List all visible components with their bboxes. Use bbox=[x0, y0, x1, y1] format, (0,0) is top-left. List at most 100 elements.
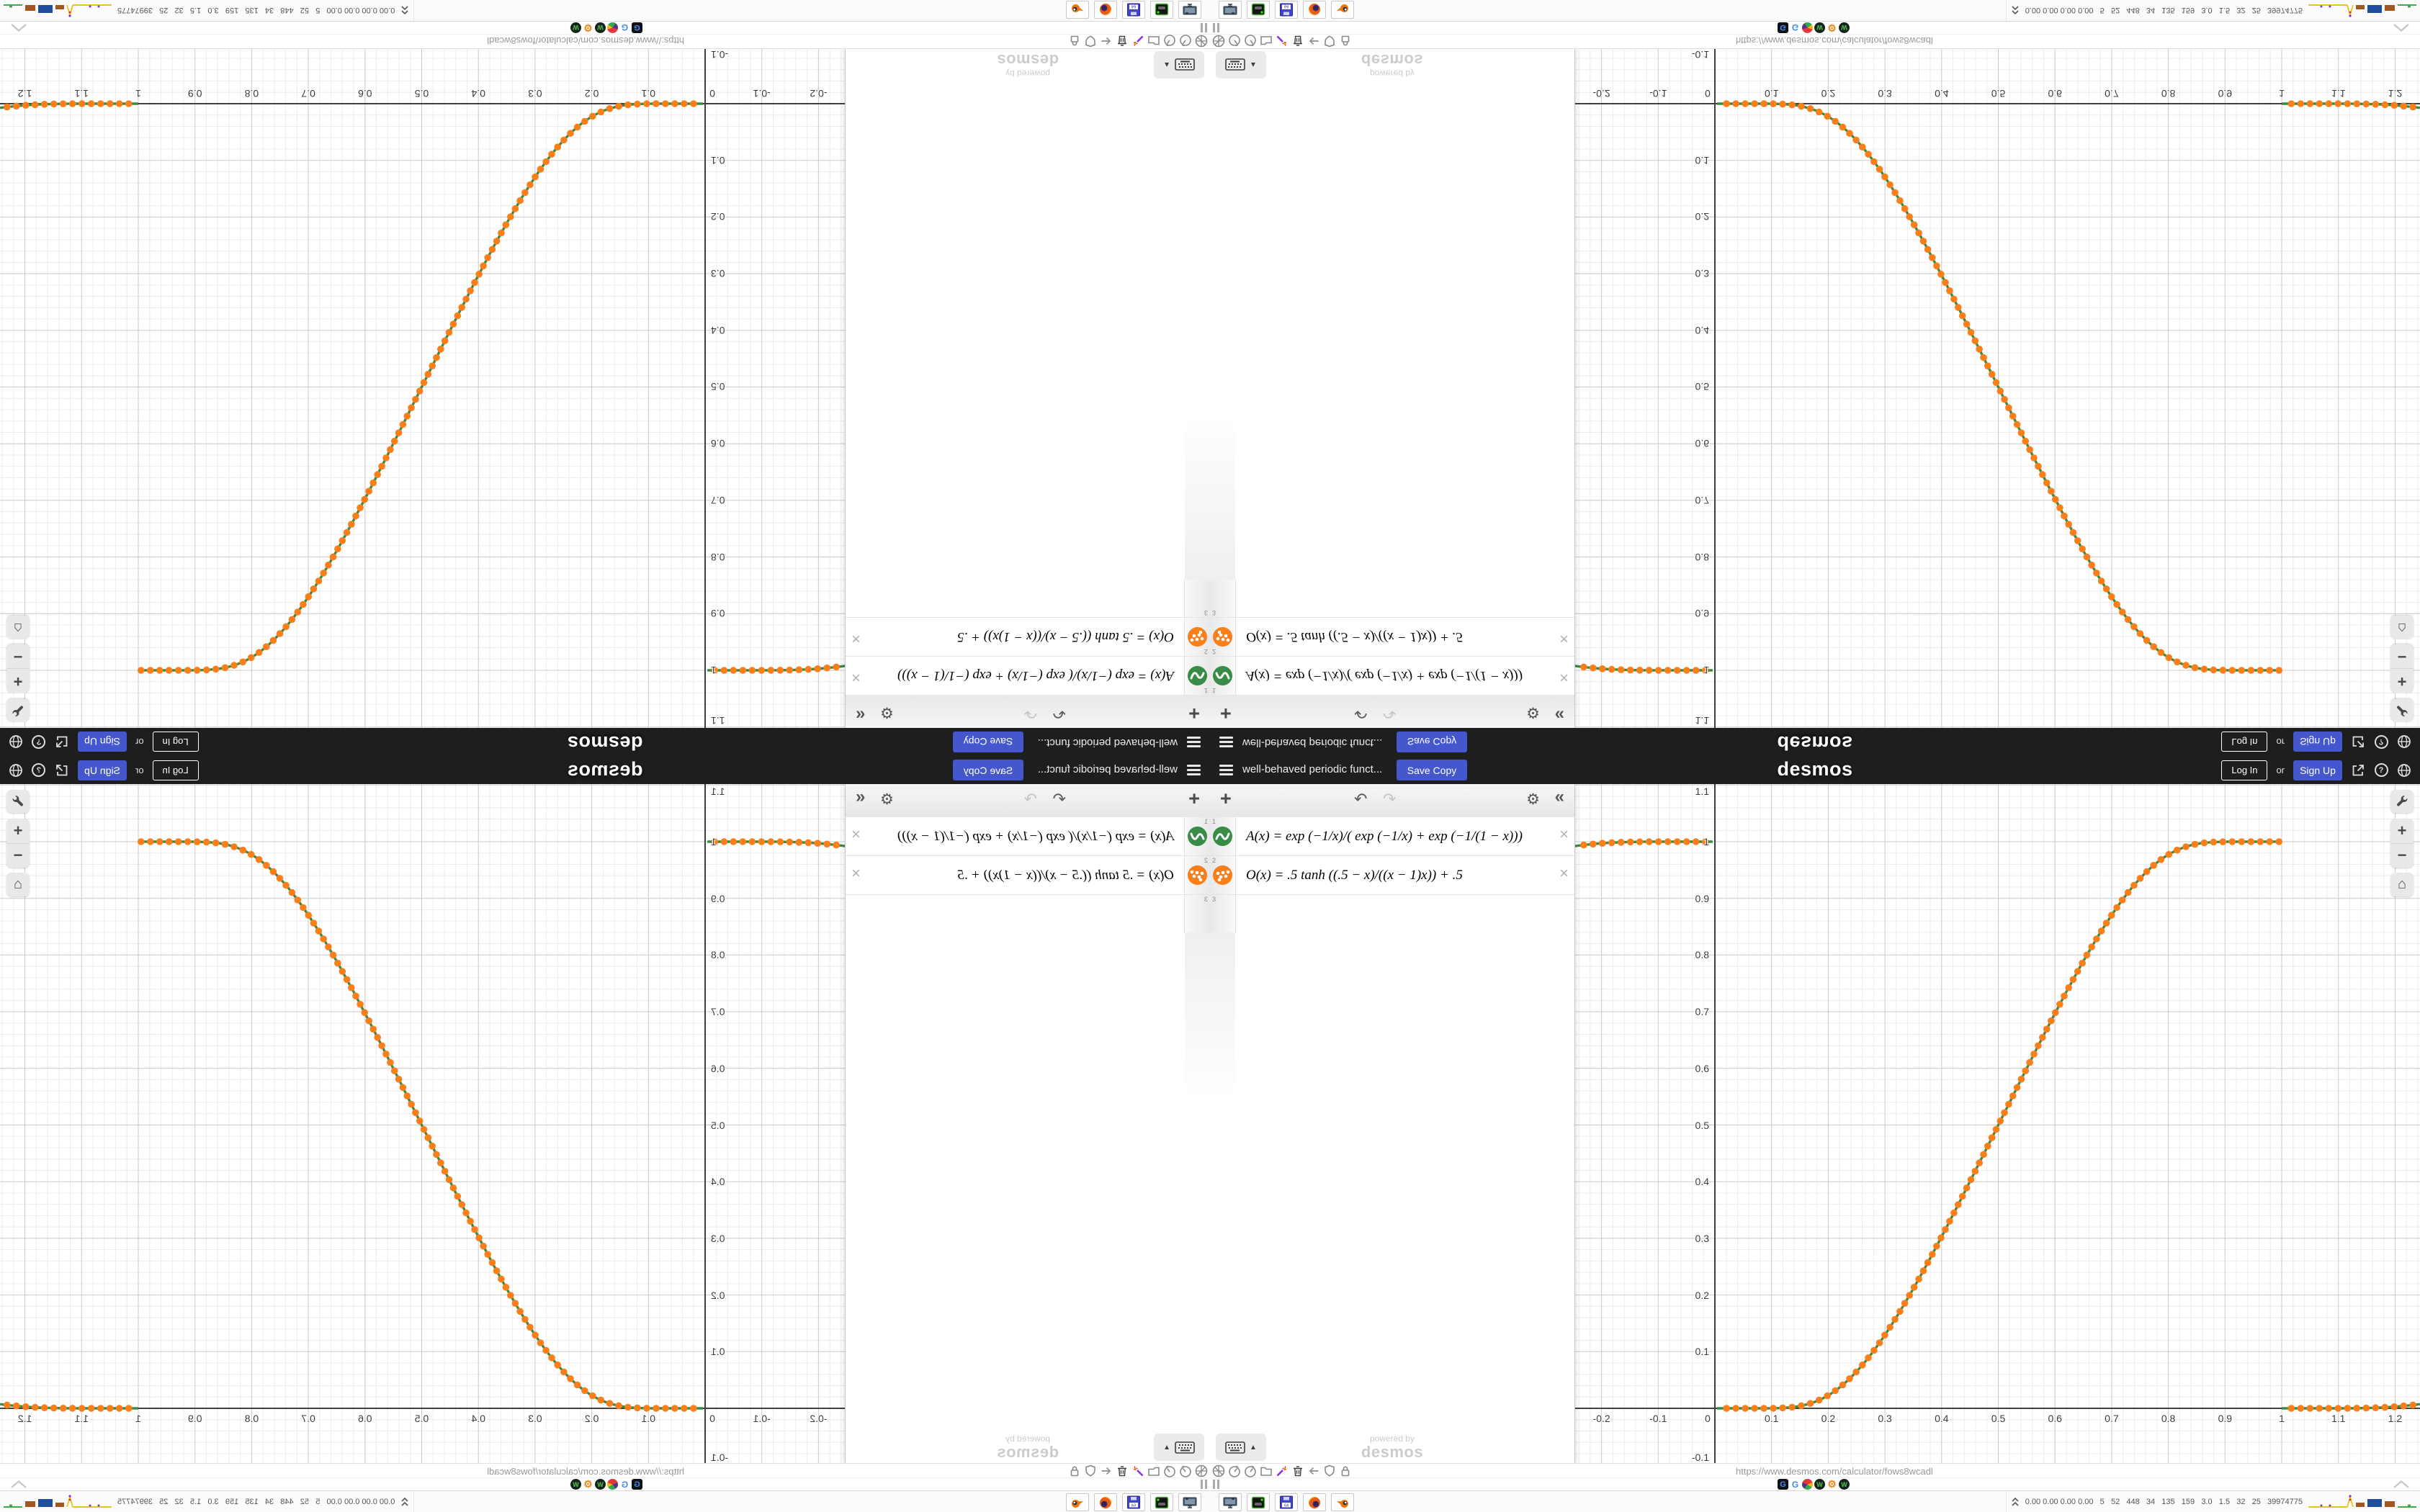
lock-icon[interactable] bbox=[1067, 34, 1082, 48]
screenshot-tool-icon[interactable] bbox=[1219, 1, 1242, 19]
desmos-logo[interactable]: desmos bbox=[567, 758, 643, 780]
line-style-icon-green-wave[interactable] bbox=[1188, 827, 1207, 846]
dot-style-icon-orange[interactable] bbox=[1188, 627, 1207, 647]
expression-row-2[interactable]: 2 O(x) = .5 tanh ((.5 − x)/((x − 1)x)) +… bbox=[1210, 856, 1574, 895]
graph-paper[interactable]: -0.2 -0.1 0 0.1 0.2 0.3 0.4 0.5 0.6 0.7 0.8 0.9 1 1.1… bbox=[1574, 784, 2420, 1463]
globe-icon[interactable] bbox=[1211, 1464, 1226, 1478]
gauge-icon[interactable] bbox=[1243, 1464, 1258, 1478]
expression-latex[interactable]: O(x) = .5 tanh ((.5 − x)/((x − 1)x)) + .… bbox=[1246, 629, 1463, 645]
arrow-left-icon[interactable] bbox=[1307, 1464, 1321, 1478]
page-url[interactable]: https://www.desmos.com/calculator/fows8w… bbox=[1736, 1466, 1933, 1477]
chevron-up-icon[interactable] bbox=[2393, 1480, 2410, 1489]
add-expression-button[interactable]: + bbox=[1220, 788, 1232, 809]
delete-expression-icon[interactable]: × bbox=[1559, 825, 1569, 843]
line-style-icon-green-wave[interactable] bbox=[1213, 827, 1232, 846]
desmos-logo[interactable]: desmos bbox=[1777, 732, 1853, 754]
delete-expression-icon[interactable]: × bbox=[851, 669, 861, 687]
blender-icon[interactable] bbox=[1331, 1493, 1354, 1511]
c64-emulator-icon[interactable]: 64 bbox=[1122, 1, 1145, 19]
redo-icon[interactable]: ↷ bbox=[1023, 704, 1037, 722]
share-icon[interactable] bbox=[2351, 735, 2365, 750]
log-in-button[interactable]: Log In bbox=[2221, 760, 2268, 780]
green-wolf-icon[interactable]: W bbox=[1839, 1479, 1850, 1490]
graph-title[interactable]: well-behaved periodic funct... bbox=[1037, 763, 1178, 775]
collapse-panel-icon[interactable]: « bbox=[856, 787, 866, 806]
shield-icon[interactable] bbox=[1322, 34, 1337, 48]
add-expression-button[interactable]: + bbox=[1220, 703, 1232, 724]
gauge-icon[interactable] bbox=[1162, 1464, 1177, 1478]
delete-expression-icon[interactable]: × bbox=[1559, 669, 1569, 687]
google-icon[interactable]: G bbox=[619, 22, 630, 33]
log-in-button[interactable]: Log In bbox=[152, 732, 199, 752]
graph-settings-wrench-icon[interactable] bbox=[6, 699, 30, 722]
dark-g-app-icon[interactable]: G bbox=[632, 22, 642, 33]
globe-icon[interactable] bbox=[1194, 34, 1209, 48]
blender-icon[interactable] bbox=[1066, 1493, 1089, 1511]
globe-language-icon[interactable] bbox=[9, 763, 23, 778]
graph-title[interactable]: well-behaved periodic funct... bbox=[1242, 763, 1383, 775]
redo-icon[interactable]: ↷ bbox=[1383, 704, 1397, 722]
show-keyboard-button[interactable]: ▲ bbox=[1216, 51, 1266, 78]
double-chevron-up-icon[interactable] bbox=[2011, 4, 2020, 17]
c64-emulator-icon[interactable]: 64 bbox=[1275, 1, 1298, 19]
double-chevron-up-icon[interactable] bbox=[2011, 1495, 2020, 1508]
expression-row-1[interactable]: 1 A(x) = exp (−1/x)/( exp (−1/x) + exp (… bbox=[1210, 656, 1574, 695]
arrow-left-icon[interactable] bbox=[1099, 34, 1113, 48]
shield-icon[interactable] bbox=[1083, 1464, 1098, 1478]
tape-recorder-icon[interactable] bbox=[1247, 1493, 1270, 1511]
green-wolf-icon[interactable]: W bbox=[1814, 22, 1825, 33]
folder-icon[interactable] bbox=[1147, 1464, 1161, 1478]
graph-settings-wrench-icon[interactable] bbox=[2390, 699, 2414, 722]
firefox-icon[interactable] bbox=[1303, 1493, 1326, 1511]
graph-paper[interactable]: -0.2 -0.1 0 0.1 0.2 0.3 0.4 0.5 0.6 0.7 0.8 0.9 1 1.1… bbox=[0, 49, 846, 728]
globe-language-icon[interactable] bbox=[9, 735, 23, 750]
blender-icon[interactable] bbox=[1066, 1, 1089, 19]
edit-list-gear-icon[interactable]: ⚙ bbox=[880, 704, 894, 721]
zoom-out-button[interactable]: − bbox=[2397, 647, 2407, 666]
google-icon[interactable]: G bbox=[1790, 22, 1801, 33]
shield-icon[interactable] bbox=[1083, 34, 1098, 48]
expression-latex[interactable]: O(x) = .5 tanh ((.5 − x)/((x − 1)x)) + .… bbox=[1246, 867, 1463, 883]
double-chevron-up-icon[interactable] bbox=[400, 4, 409, 17]
show-keyboard-button[interactable]: ▲ bbox=[1154, 51, 1204, 78]
dark-g-app-icon[interactable]: G bbox=[1778, 22, 1788, 33]
screenshot-tool-icon[interactable] bbox=[1219, 1493, 1242, 1511]
graph-title[interactable]: well-behaved periodic funct... bbox=[1242, 737, 1383, 749]
hamburger-menu-icon[interactable] bbox=[1187, 737, 1201, 747]
save-copy-button[interactable]: Save Copy bbox=[953, 760, 1023, 780]
sign-up-button[interactable]: Sign Up bbox=[78, 760, 127, 780]
expression-latex[interactable]: A(x) = exp (−1/x)/( exp (−1/x) + exp (−1… bbox=[1246, 668, 1523, 684]
lock-icon[interactable] bbox=[1338, 34, 1353, 48]
add-expression-button[interactable]: + bbox=[1188, 703, 1200, 724]
expression-latex[interactable]: O(x) = .5 tanh ((.5 − x)/((x − 1)x)) + .… bbox=[957, 867, 1174, 883]
dot-style-icon-orange[interactable] bbox=[1213, 627, 1232, 647]
google-icon[interactable]: G bbox=[619, 1479, 630, 1490]
page-url[interactable]: https://www.desmos.com/calculator/fows8w… bbox=[1736, 35, 1933, 46]
delete-expression-icon[interactable]: × bbox=[851, 825, 861, 843]
expression-row-3-empty[interactable]: 3 bbox=[846, 895, 1210, 933]
expression-row-2[interactable]: 2 O(x) = .5 tanh ((.5 − x)/((x − 1)x)) +… bbox=[846, 856, 1210, 895]
share-icon[interactable] bbox=[2351, 763, 2365, 778]
google-icon[interactable]: G bbox=[1790, 1479, 1801, 1490]
expression-latex[interactable]: A(x) = exp (−1/x)/( exp (−1/x) + exp (−1… bbox=[897, 828, 1174, 844]
graph-paper[interactable]: -0.2 -0.1 0 0.1 0.2 0.3 0.4 0.5 0.6 0.7 0.8 0.9 1 1.1… bbox=[1574, 49, 2420, 728]
globe-language-icon[interactable] bbox=[2397, 763, 2411, 778]
hamburger-menu-icon[interactable] bbox=[1219, 737, 1233, 747]
collapse-panel-icon[interactable]: « bbox=[1554, 787, 1564, 806]
expression-latex[interactable]: A(x) = exp (−1/x)/( exp (−1/x) + exp (−1… bbox=[1246, 828, 1523, 844]
tape-recorder-icon[interactable] bbox=[1150, 1493, 1173, 1511]
desmos-logo[interactable]: desmos bbox=[1777, 758, 1853, 780]
orange-gear-icon[interactable]: ⚙ bbox=[1827, 22, 1837, 34]
green-wolf-icon[interactable]: W bbox=[1814, 1479, 1825, 1490]
delete-expression-icon[interactable]: × bbox=[851, 864, 861, 882]
hamburger-menu-icon[interactable] bbox=[1219, 765, 1233, 775]
green-wolf-icon[interactable]: W bbox=[1839, 22, 1850, 33]
orange-gear-icon[interactable]: ⚙ bbox=[583, 22, 593, 34]
folder-icon[interactable] bbox=[1259, 34, 1273, 48]
log-in-button[interactable]: Log In bbox=[2221, 732, 2268, 752]
page-url[interactable]: https://www.desmos.com/calculator/fows8w… bbox=[487, 1466, 684, 1477]
undo-icon[interactable]: ↶ bbox=[1354, 704, 1368, 722]
zoom-out-button[interactable]: − bbox=[13, 647, 23, 666]
undo-icon[interactable]: ↶ bbox=[1052, 790, 1066, 808]
zoom-in-button[interactable]: + bbox=[2390, 668, 2414, 693]
